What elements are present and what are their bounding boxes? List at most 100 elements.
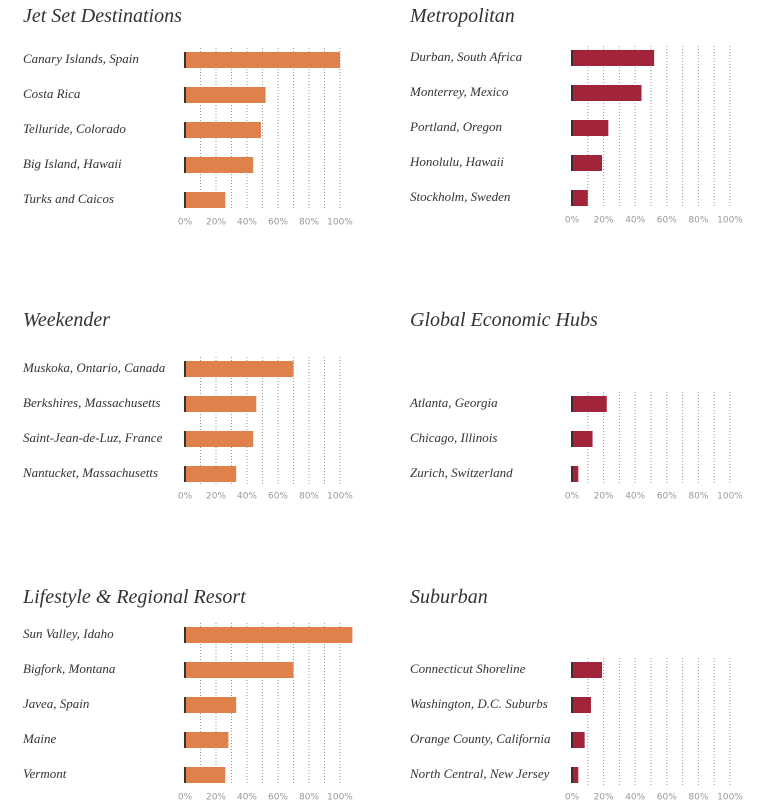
bar [572, 120, 609, 136]
x-tick-label: 60% [657, 793, 677, 803]
bar [185, 361, 294, 377]
axis-tick [571, 732, 573, 748]
category-label: Javea, Spain [23, 696, 89, 711]
axis-tick [184, 662, 186, 678]
axis-tick [571, 190, 573, 206]
category-label: Chicago, Illinois [410, 430, 497, 445]
category-label: Orange County, California [410, 731, 551, 746]
axis-tick [571, 396, 573, 412]
bar [572, 155, 603, 171]
category-label: Sun Valley, Idaho [23, 626, 114, 641]
category-label: Stockholm, Sweden [410, 189, 510, 204]
axis-tick [184, 122, 186, 138]
category-label: Canary Islands, Spain [23, 51, 139, 66]
axis-tick [571, 431, 573, 447]
x-tick-label: 100% [717, 492, 743, 502]
bar [185, 157, 254, 173]
axis-tick [571, 120, 573, 136]
x-tick-label: 40% [237, 492, 257, 502]
axis-tick [184, 627, 186, 643]
axis-tick [184, 431, 186, 447]
category-label: Bigfork, Montana [23, 661, 116, 676]
chart-title: Global Economic Hubs [410, 309, 598, 331]
bar [185, 662, 294, 678]
x-tick-label: 60% [657, 216, 677, 226]
category-label: Zurich, Switzerland [410, 465, 513, 480]
category-label: Atlanta, Georgia [409, 395, 498, 410]
bar [185, 396, 257, 412]
x-tick-label: 80% [688, 216, 708, 226]
bar [572, 396, 607, 412]
x-tick-label: 40% [625, 216, 645, 226]
category-label: Saint-Jean-de-Luz, France [23, 430, 163, 445]
bar [185, 767, 226, 783]
chart-title: Jet Set Destinations [23, 5, 182, 27]
axis-tick [184, 396, 186, 412]
bar [185, 192, 226, 208]
x-tick-label: 100% [327, 218, 353, 228]
category-label: North Central, New Jersey [409, 766, 550, 781]
x-tick-label: 60% [657, 492, 677, 502]
category-label: Telluride, Colorado [23, 121, 126, 136]
axis-tick [184, 361, 186, 377]
bar [572, 466, 579, 482]
x-tick-label: 40% [625, 793, 645, 803]
axis-tick [571, 767, 573, 783]
axis-tick [571, 466, 573, 482]
x-tick-label: 60% [268, 218, 288, 228]
x-tick-label: 20% [206, 218, 226, 228]
x-tick-label: 40% [237, 793, 257, 803]
bar [185, 732, 229, 748]
x-tick-label: 0% [178, 793, 193, 803]
axis-tick [184, 466, 186, 482]
x-tick-label: 0% [178, 218, 193, 228]
category-label: Berkshires, Massachusetts [23, 395, 160, 410]
bar [185, 466, 237, 482]
category-label: Turks and Caicos [23, 191, 114, 206]
category-label: Nantucket, Massachusetts [22, 465, 158, 480]
axis-tick [184, 157, 186, 173]
bar [572, 697, 591, 713]
bar [185, 87, 266, 103]
axis-tick [184, 52, 186, 68]
category-label: Muskoka, Ontario, Canada [22, 360, 166, 375]
x-tick-label: 60% [268, 793, 288, 803]
category-label: Costa Rica [23, 86, 81, 101]
axis-tick [571, 697, 573, 713]
bar [572, 732, 585, 748]
x-tick-label: 100% [717, 793, 743, 803]
axis-tick [184, 767, 186, 783]
bar [572, 190, 588, 206]
x-tick-label: 0% [565, 492, 580, 502]
chart-title: Lifestyle & Regional Resort [22, 586, 246, 608]
x-tick-label: 80% [688, 793, 708, 803]
axis-tick [571, 50, 573, 66]
x-tick-label: 80% [299, 793, 319, 803]
bar [572, 431, 593, 447]
x-tick-label: 60% [268, 492, 288, 502]
x-tick-label: 20% [594, 216, 614, 226]
chart-title: Suburban [410, 586, 488, 608]
axis-tick [184, 697, 186, 713]
category-label: Durban, South Africa [409, 49, 523, 64]
axis-tick [184, 192, 186, 208]
category-label: Honolulu, Hawaii [409, 154, 504, 169]
category-label: Vermont [23, 766, 67, 781]
bar [572, 767, 579, 783]
category-label: Portland, Oregon [409, 119, 502, 134]
category-label: Connecticut Shoreline [410, 661, 526, 676]
x-tick-label: 0% [565, 216, 580, 226]
category-label: Monterrey, Mexico [409, 84, 509, 99]
axis-tick [184, 87, 186, 103]
x-tick-label: 0% [565, 793, 580, 803]
x-tick-label: 80% [688, 492, 708, 502]
x-tick-label: 40% [237, 218, 257, 228]
x-tick-label: 20% [594, 793, 614, 803]
axis-tick [184, 732, 186, 748]
chart-title: Weekender [23, 309, 110, 331]
bar [185, 52, 340, 68]
x-tick-label: 20% [206, 492, 226, 502]
x-tick-label: 0% [178, 492, 193, 502]
chart-title: Metropolitan [409, 5, 515, 27]
